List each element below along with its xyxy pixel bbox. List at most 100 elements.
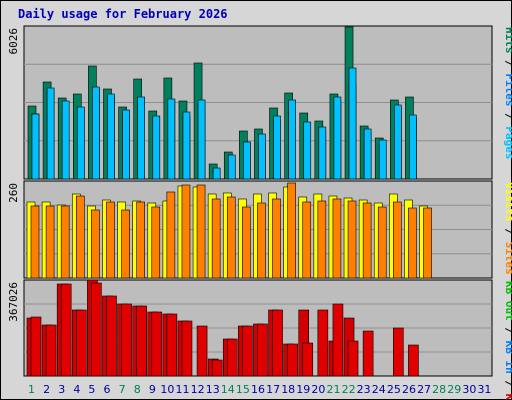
day-label-30: 30 [462,383,476,396]
bar-kb-out-day-21 [332,303,344,377]
bar-pages-day-11 [182,111,191,180]
bar-kb-out-day-7 [121,303,132,377]
bar-pages-day-12 [197,99,206,180]
bar-kb-out-day-25 [393,327,404,377]
bar-sites-day-13 [211,198,221,279]
day-label-19: 19 [296,383,310,396]
day-label-23: 23 [357,383,371,396]
bar-sites-day-17 [272,198,281,279]
bar-pages-day-3 [61,100,70,180]
bar-pages-day-14 [227,154,236,180]
bar-sites-day-6 [106,201,115,279]
bar-sites-day-14 [226,196,236,279]
chart-title: Daily usage for February 2026 [18,7,228,21]
bar-sites-day-4 [75,195,85,279]
day-label-26: 26 [402,383,416,396]
bar-sites-day-25 [393,201,402,279]
bar-pages-day-19 [303,121,312,180]
bar-kb-out-day-8 [136,305,147,377]
bar-kb-out-day-9 [151,311,163,377]
day-label-5: 5 [88,383,95,396]
bar-pages-day-18 [288,99,296,180]
day-label-2: 2 [43,383,50,396]
day-label-29: 29 [447,383,461,396]
bar-sites-day-15 [242,206,251,279]
day-label-24: 24 [372,383,386,396]
bar-sites-day-2 [45,205,55,279]
day-label-7: 7 [119,383,126,396]
bar-kb-out-day-16 [257,323,268,377]
bar-kb-out-day-11 [181,320,193,377]
bar-pages-day-13 [212,167,221,180]
day-label-21: 21 [326,383,340,396]
bar-sites-day-9 [151,206,161,279]
bar-kb-out-day-26 [408,344,419,377]
bar-pages-day-17 [273,115,281,180]
bar-pages-day-5 [92,86,100,180]
bar-kb-out-day-18 [287,343,298,377]
day-label-3: 3 [58,383,65,396]
bar-sites-day-3 [60,205,70,279]
bar-pages-day-22 [348,67,357,180]
bar-sites-day-24 [377,206,387,279]
legend-visits: Visits [503,182,512,222]
bar-sites-day-1 [30,205,40,279]
hits-files-pages-panel: 6026 Hits / Files / Pages [7,25,512,180]
bar-pages-day-2 [46,87,55,180]
legend-kb-out: KB Out [503,281,512,321]
bar-pages-day-26 [409,114,417,180]
bar-kb-out-day-13 [211,359,223,377]
bar-sites-day-18 [287,182,296,279]
legend-kb-in: KB In [503,341,512,374]
bar-sites-day-23 [362,202,372,279]
bar-pages-day-21 [333,96,342,180]
legend: Hits / Files / Pages [503,27,512,160]
bar-sites-day-21 [332,198,342,279]
bar-pages-day-20 [318,126,327,180]
bar-kb-out-day-20 [317,309,329,377]
bar-sites-day-11 [181,184,191,279]
y-max-label: 6026 [7,28,20,55]
kbytes-panel: 367026 KB Out / KB In / KB F [7,279,512,400]
day-label-25: 25 [387,383,401,396]
bar-kb-out-day-12 [196,325,208,377]
day-label-1: 1 [28,383,35,396]
day-label-15: 15 [236,383,250,396]
day-label-31: 31 [477,383,491,396]
bar-pages-day-4 [76,106,85,180]
bar-pages-day-1 [31,113,40,180]
bar-kb-out-day-5 [91,282,102,377]
bar-sites-day-26 [408,207,417,279]
bar-kb-out-day-19 [302,342,314,377]
legend: Visits / Sites [503,182,512,275]
bar-kb-out-day-15 [242,325,253,377]
day-label-12: 12 [191,383,205,396]
bar-sites-day-22 [347,200,357,279]
day-axis: 1 2 3 4 5 6 7 8 9 10 11 12 13 14 15 16 17 18 19 20 21 22 23 24 2… [28,383,491,396]
bar-pages-day-25 [394,104,402,180]
day-label-16: 16 [251,383,265,396]
day-label-20: 20 [311,383,325,396]
bar-sites-day-19 [302,201,312,279]
bar-pages-day-7 [122,109,130,180]
bar-sites-day-10 [166,191,176,279]
bar-kb-out-day-10 [166,313,178,377]
day-label-18: 18 [281,383,295,396]
bar-kb-out-day-23 [362,330,374,377]
y-max-label: 260 [7,183,20,203]
bar-pages-day-16 [258,133,266,180]
bar-kb-out-day-2 [45,324,57,377]
day-label-27: 27 [417,383,431,396]
bar-pages-day-6 [107,93,115,180]
legend-kb-f: KB F [503,394,512,400]
legend-pages: Pages [503,126,512,159]
bar-pages-day-15 [243,141,251,180]
bar-pages-day-9 [152,115,161,180]
day-label-11: 11 [176,383,190,396]
day-label-6: 6 [104,383,111,396]
bar-kb-out-day-3 [60,283,72,377]
day-label-13: 13 [206,383,220,396]
bar-sites-day-12 [196,184,206,279]
legend-files: Files [503,73,512,106]
day-label-8: 8 [134,383,141,396]
